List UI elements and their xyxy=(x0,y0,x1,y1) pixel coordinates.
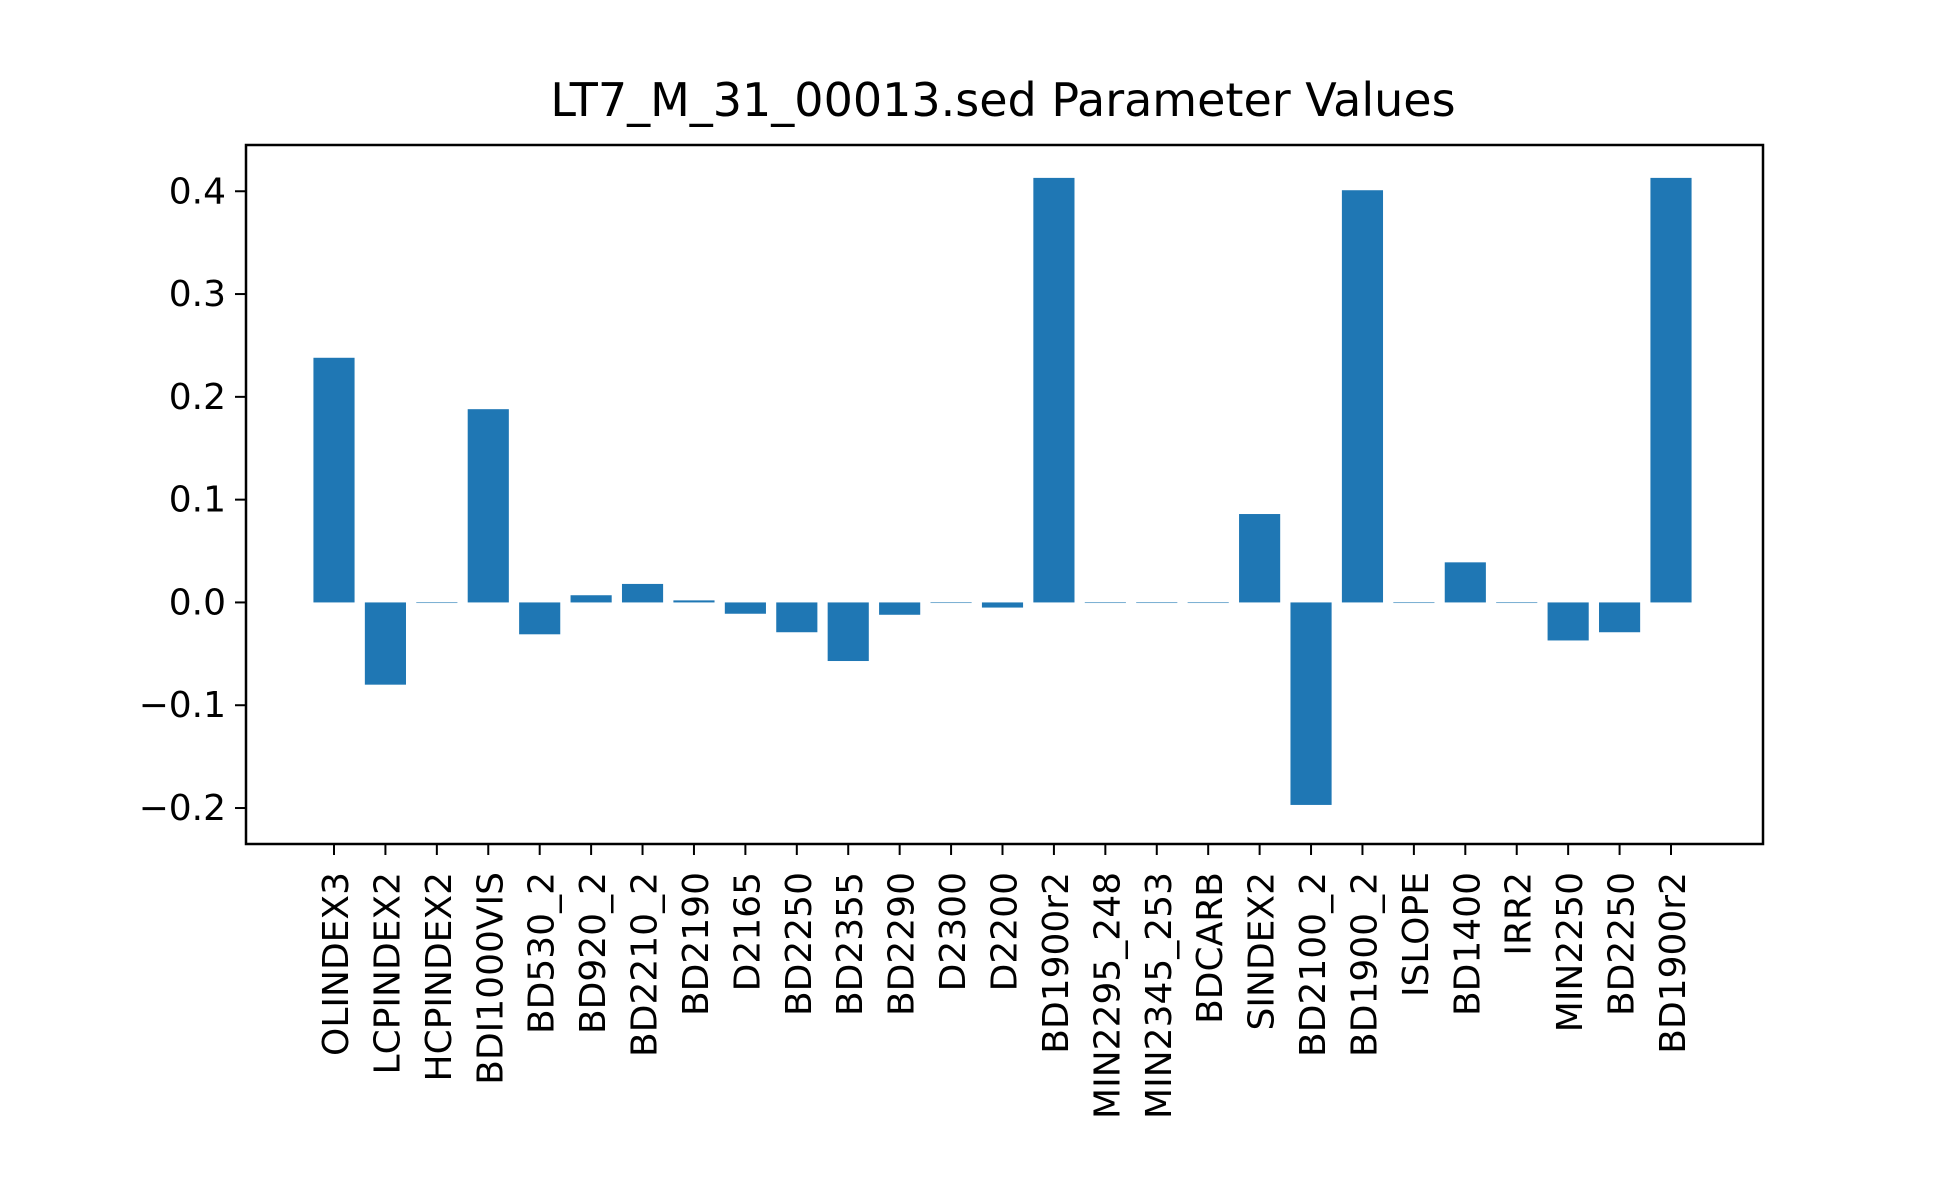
x-tick-label: IRR2 xyxy=(1499,872,1540,956)
bar-21 xyxy=(1393,602,1435,604)
bar-5 xyxy=(570,595,612,603)
x-tick-label: BD2250 xyxy=(1602,872,1643,1016)
x-tick-label: BD1900r2 xyxy=(1653,872,1694,1054)
x-tick-label: BD2100_2 xyxy=(1293,872,1334,1057)
y-tick-label: 0.2 xyxy=(169,377,226,418)
x-axis: OLINDEX3 LCPINDEX2 HCPINDEX2 BDI1000VIS BD53… xyxy=(316,844,1694,1119)
x-tick-label: ISLOPE xyxy=(1396,872,1437,997)
x-tick-label: BD2190 xyxy=(676,872,717,1016)
y-tick-label: 0.0 xyxy=(169,582,226,623)
bars-layer xyxy=(313,177,1692,805)
bar-18 xyxy=(1239,514,1281,603)
y-axis: −0.2 −0.1 0.0 0.1 0.2 0.3 0.4 xyxy=(139,171,246,829)
bar-1 xyxy=(364,602,406,685)
plot-area-frame xyxy=(244,143,1765,846)
x-tick-label: BDI1000VIS xyxy=(470,872,511,1085)
bar-2 xyxy=(416,602,458,604)
x-tick-label: D2200 xyxy=(985,872,1026,991)
y-tick-label: 0.1 xyxy=(169,480,226,521)
x-tick-label: D2165 xyxy=(727,872,768,991)
bar-4 xyxy=(519,602,561,635)
x-tick-label: BD2355 xyxy=(830,872,871,1016)
bar-3 xyxy=(467,409,509,603)
bar-16 xyxy=(1136,602,1178,604)
bar-20 xyxy=(1341,190,1384,603)
y-tick-label: −0.2 xyxy=(139,788,226,829)
x-tick-label: BD2250 xyxy=(779,872,820,1016)
bar-11 xyxy=(879,602,921,615)
x-tick-label: BDCARB xyxy=(1190,872,1231,1024)
x-tick-label: LCPINDEX2 xyxy=(367,872,408,1074)
x-tick-label: BD530_2 xyxy=(522,872,563,1034)
bar-9 xyxy=(776,602,818,633)
bar-0 xyxy=(313,357,355,603)
x-tick-label: BD1400 xyxy=(1447,872,1488,1016)
x-tick-label: BD2210_2 xyxy=(625,872,666,1057)
x-tick-label: BD920_2 xyxy=(573,872,614,1034)
x-tick-label: OLINDEX3 xyxy=(316,872,357,1056)
bar-25 xyxy=(1599,602,1641,633)
y-tick-label: −0.1 xyxy=(139,685,226,726)
x-tick-label: BD1900r2 xyxy=(1036,872,1077,1054)
bar-6 xyxy=(621,583,664,603)
x-tick-label: MIN2295_248 xyxy=(1087,872,1128,1119)
y-tick-label: 0.4 xyxy=(169,171,226,212)
bar-23 xyxy=(1496,602,1538,604)
y-tick-label: 0.3 xyxy=(169,274,226,315)
x-tick-label: SINDEX2 xyxy=(1242,872,1283,1030)
x-tick-label: MIN2250 xyxy=(1550,872,1591,1032)
bar-12 xyxy=(930,602,972,604)
bar-10 xyxy=(827,602,869,662)
bar-17 xyxy=(1187,602,1229,604)
x-tick-label: BD1900_2 xyxy=(1344,872,1385,1057)
x-tick-label: BD2290 xyxy=(882,872,923,1016)
bar-26 xyxy=(1650,177,1692,603)
bar-13 xyxy=(981,602,1024,608)
x-tick-label: MIN2345_253 xyxy=(1139,872,1180,1119)
bar-7 xyxy=(673,600,715,603)
bar-19 xyxy=(1290,602,1332,805)
bar-14 xyxy=(1033,177,1075,603)
x-tick-label: D2300 xyxy=(933,872,974,991)
bar-22 xyxy=(1444,562,1486,603)
bar-24 xyxy=(1547,602,1589,641)
chart-title: LT7_M_31_00013.sed Parameter Values xyxy=(550,73,1455,127)
x-tick-label: HCPINDEX2 xyxy=(419,872,460,1082)
bar-15 xyxy=(1084,602,1126,604)
bar-8 xyxy=(724,602,766,614)
